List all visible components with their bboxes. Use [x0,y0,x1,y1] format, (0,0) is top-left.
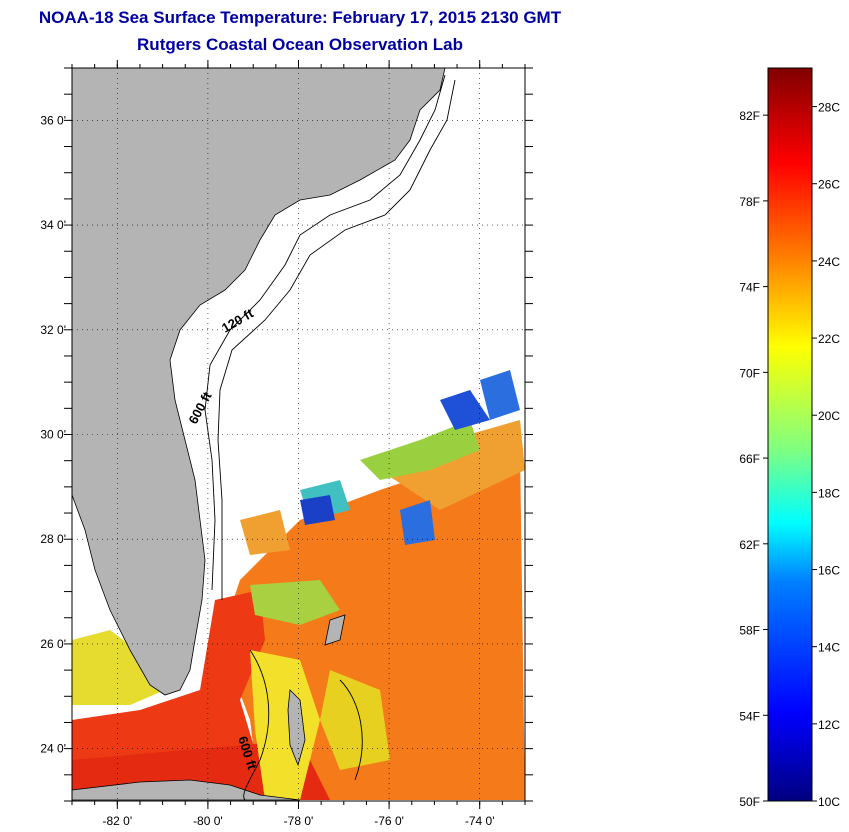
contour-120ft [204,74,446,591]
colorbar-label-c: 22C [818,332,840,346]
colorbar-label-c: 14C [818,641,840,655]
colorbar-label-c: 18C [818,486,840,500]
x-tick-label: -74 0' [465,814,495,828]
map-title: NOAA-18 Sea Surface Temperature: Februar… [38,8,562,27]
colorbar-label-f: 70F [739,366,760,380]
x-tick-label: -82 0' [102,814,132,828]
axis-labels: -82 0' -80 0' -78 0' -76 0' -74 0' 24 0' 26 0'… [40,113,494,828]
y-tick-label: 28 0' [40,532,66,546]
y-tick-label: 30 0' [40,428,66,442]
y-tick-label: 36 0' [40,113,66,127]
colorbar-labels: 10C 12C 14C 16C 18C 20C 22C 24C 26C 28C 50F 54F 58F 6… [739,101,840,809]
y-tick-label: 32 0' [40,323,66,337]
depth-contours [204,74,456,801]
x-tick-label: -76 0' [374,814,404,828]
y-tick-label: 26 0' [40,637,66,651]
x-tick-label: -80 0' [193,814,223,828]
colorbar-label-c: 26C [818,178,840,192]
colorbar-label-f: 66F [739,452,760,466]
colorbar-label-c: 24C [818,255,840,269]
colorbar-label-c: 20C [818,409,840,423]
colorbar-label-f: 78F [739,195,760,209]
contour-600ft [217,79,456,600]
colorbar-label-f: 50F [739,795,760,809]
colorbar-label-c: 16C [818,564,840,578]
y-tick-label: 24 0' [40,742,66,756]
colorbar-label-f: 54F [739,709,760,723]
graticule [64,60,533,809]
y-tick-label: 34 0' [40,218,66,232]
land-mass [72,68,446,696]
map-subtitle: Rutgers Coastal Ocean Observation Lab [137,35,463,54]
colorbar-label-f: 74F [739,281,760,295]
colorbar-label-c: 10C [818,795,840,809]
colorbar-label-c: 28C [818,101,840,115]
x-tick-label: -78 0' [284,814,314,828]
colorbar-label-f: 82F [739,109,760,123]
colorbar-label-f: 58F [739,624,760,638]
colorbar-label-f: 62F [739,538,760,552]
colorbar [767,67,813,802]
land-bahamas [287,689,306,767]
colorbar-label-c: 12C [818,718,840,732]
